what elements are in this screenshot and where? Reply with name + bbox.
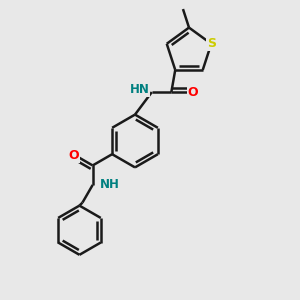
Text: O: O bbox=[68, 149, 79, 162]
Text: HN: HN bbox=[130, 83, 149, 96]
Text: S: S bbox=[207, 37, 216, 50]
Text: O: O bbox=[188, 85, 198, 99]
Text: NH: NH bbox=[100, 178, 120, 191]
